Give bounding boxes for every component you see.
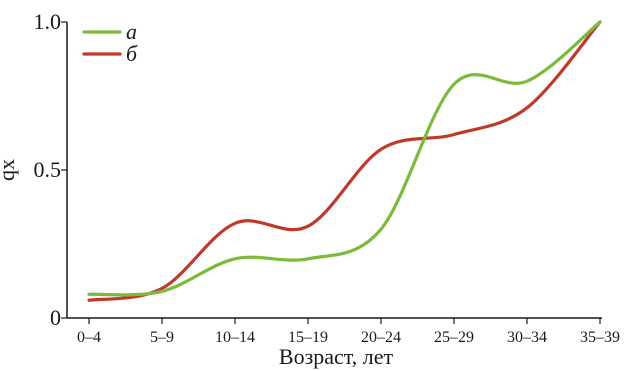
x-tick-label: 25–29 xyxy=(434,329,474,346)
series-line-b xyxy=(87,20,602,302)
x-tick-label: 5–9 xyxy=(150,329,174,346)
y-tick-label: 0 xyxy=(50,305,61,330)
x-tick-label: 10–14 xyxy=(215,329,255,346)
y-axis-label: qx xyxy=(0,159,19,181)
series-group xyxy=(87,20,602,302)
y-ticks: 0 0.5 1.0 xyxy=(34,9,67,330)
legend: аб xyxy=(82,19,138,66)
y-tick-label: 1.0 xyxy=(34,9,62,34)
legend-label: а xyxy=(126,19,137,44)
x-axis-label: Возраст, лет xyxy=(279,344,394,369)
y-tick-label: 0.5 xyxy=(34,157,62,182)
x-tick-label: 20–24 xyxy=(361,329,401,346)
x-tick-label: 15–19 xyxy=(288,329,328,346)
x-tick-label: 35–39 xyxy=(580,329,620,346)
legend-label: б xyxy=(126,41,138,66)
x-tick-label: 0–4 xyxy=(77,329,101,346)
x-ticks: 0–4 5–9 10–14 15–19 20–24 25–29 30–34 35–39 xyxy=(77,318,620,346)
series-line-a xyxy=(87,20,602,297)
x-tick-label: 30–34 xyxy=(507,329,547,346)
